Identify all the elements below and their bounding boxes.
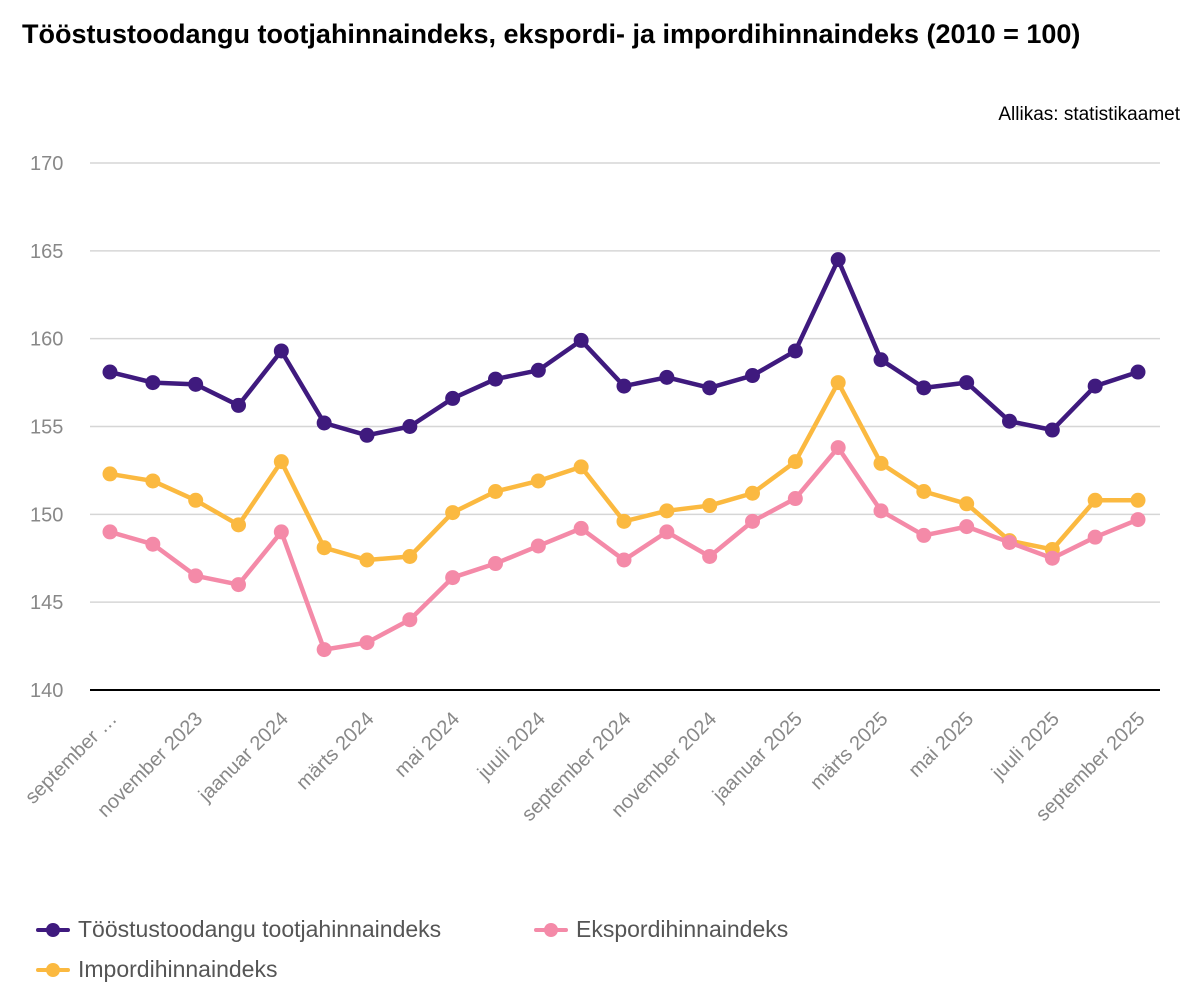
data-point-2-14 (702, 498, 718, 514)
data-point-2-23 (1087, 492, 1103, 508)
data-point-1-17 (830, 440, 846, 456)
data-point-0-16 (787, 343, 803, 359)
data-point-1-15 (745, 513, 760, 529)
data-point-2-5 (316, 540, 332, 556)
data-point-1-9 (488, 556, 503, 572)
data-point-0-0 (102, 364, 118, 380)
data-point-1-24 (1130, 512, 1146, 528)
data-point-1-7 (402, 612, 418, 628)
data-point-0-6 (359, 427, 375, 443)
data-point-1-8 (445, 570, 461, 586)
data-point-2-9 (488, 483, 503, 499)
data-point-0-10 (530, 362, 546, 378)
legend-item-series-0[interactable]: Tööstustoodangu tootjahinnaindeks (36, 916, 441, 943)
data-point-1-20 (959, 519, 975, 535)
data-point-2-13 (659, 503, 675, 519)
data-point-0-15 (745, 368, 760, 384)
data-point-0-21 (1002, 413, 1017, 429)
data-point-2-18 (873, 455, 889, 471)
data-point-0-7 (402, 419, 418, 434)
data-point-1-13 (659, 524, 675, 540)
legend-item-series-1[interactable]: Ekspordihinnaindeks (534, 916, 788, 943)
data-point-2-20 (959, 496, 975, 512)
x-tick-label: juuli 2024 (473, 708, 550, 785)
x-tick-label: märts 2024 (292, 708, 378, 794)
legend-label: Tööstustoodangu tootjahinnaindeks (78, 916, 442, 942)
data-point-2-1 (145, 473, 161, 489)
data-point-2-6 (359, 552, 375, 568)
y-tick-label: 140 (30, 680, 63, 702)
data-point-2-4 (273, 454, 289, 470)
x-tick-label: mai 2024 (390, 708, 464, 782)
source-note: Allikas: statistikaamet (998, 104, 1180, 125)
data-point-2-0 (102, 466, 118, 482)
data-point-0-11 (573, 332, 589, 348)
data-point-0-20 (959, 375, 975, 391)
data-point-1-2 (188, 568, 204, 584)
data-point-2-15 (745, 485, 760, 501)
data-point-2-17 (830, 375, 846, 391)
series-line-0 (107, 257, 1141, 438)
data-point-1-6 (359, 635, 375, 651)
legend-item-series-2[interactable]: Impordihinnaindeks (36, 956, 277, 983)
data-point-2-3 (231, 517, 246, 533)
data-point-0-22 (1044, 422, 1060, 438)
data-point-2-11 (573, 459, 589, 475)
y-tick-label: 170 (30, 153, 63, 175)
y-tick-label: 160 (30, 329, 63, 351)
x-tick-label: mai 2025 (904, 708, 978, 782)
chart-title: Tööstustoodangu tootjahinnaindeks, ekspo… (22, 19, 1081, 49)
data-point-2-12 (616, 513, 632, 529)
y-tick-label: 150 (30, 504, 63, 526)
data-point-2-10 (530, 473, 546, 489)
data-point-1-19 (916, 527, 932, 543)
data-point-1-18 (873, 503, 889, 519)
data-point-1-4 (273, 524, 289, 540)
data-point-0-4 (273, 343, 289, 359)
data-point-1-16 (787, 491, 803, 507)
data-point-2-2 (188, 492, 204, 508)
data-point-0-3 (231, 397, 246, 413)
x-tick-label: jaanuar 2024 (194, 708, 293, 807)
data-point-2-8 (445, 505, 461, 521)
data-point-1-23 (1087, 529, 1103, 545)
y-tick-label: 145 (30, 592, 63, 614)
data-point-0-13 (659, 369, 675, 385)
data-point-1-12 (616, 552, 632, 568)
data-point-0-2 (188, 376, 204, 392)
data-point-1-1 (145, 536, 161, 552)
x-tick-label: märts 2025 (806, 708, 892, 794)
data-point-1-10 (530, 538, 546, 554)
data-point-1-21 (1002, 534, 1017, 550)
data-point-1-0 (102, 524, 118, 540)
data-point-1-5 (316, 642, 332, 658)
data-point-1-22 (1044, 550, 1060, 566)
legend-label: Ekspordihinnaindeks (576, 916, 789, 942)
data-point-1-3 (231, 577, 246, 593)
data-point-1-11 (573, 520, 589, 536)
data-point-0-24 (1130, 364, 1146, 380)
y-tick-label: 165 (30, 241, 63, 263)
data-point-0-23 (1087, 378, 1103, 394)
data-point-0-5 (316, 415, 332, 431)
data-point-2-19 (916, 483, 932, 499)
data-point-0-8 (445, 390, 461, 406)
data-point-2-16 (787, 454, 803, 470)
legend-label: Impordihinnaindeks (78, 956, 278, 982)
data-point-0-9 (488, 371, 503, 387)
data-point-0-19 (916, 380, 932, 396)
series-line-1 (107, 445, 1141, 652)
data-point-0-1 (145, 375, 161, 391)
y-tick-label: 155 (30, 417, 63, 439)
data-point-0-18 (873, 352, 889, 368)
data-point-0-14 (702, 380, 718, 396)
x-tick-label: jaanuar 2025 (708, 708, 807, 807)
data-point-0-17 (830, 252, 846, 268)
data-point-0-12 (616, 378, 632, 394)
data-point-1-14 (702, 548, 718, 564)
x-tick-label: juuli 2025 (987, 708, 1064, 785)
data-point-2-7 (402, 548, 418, 564)
data-point-2-24 (1130, 492, 1146, 508)
